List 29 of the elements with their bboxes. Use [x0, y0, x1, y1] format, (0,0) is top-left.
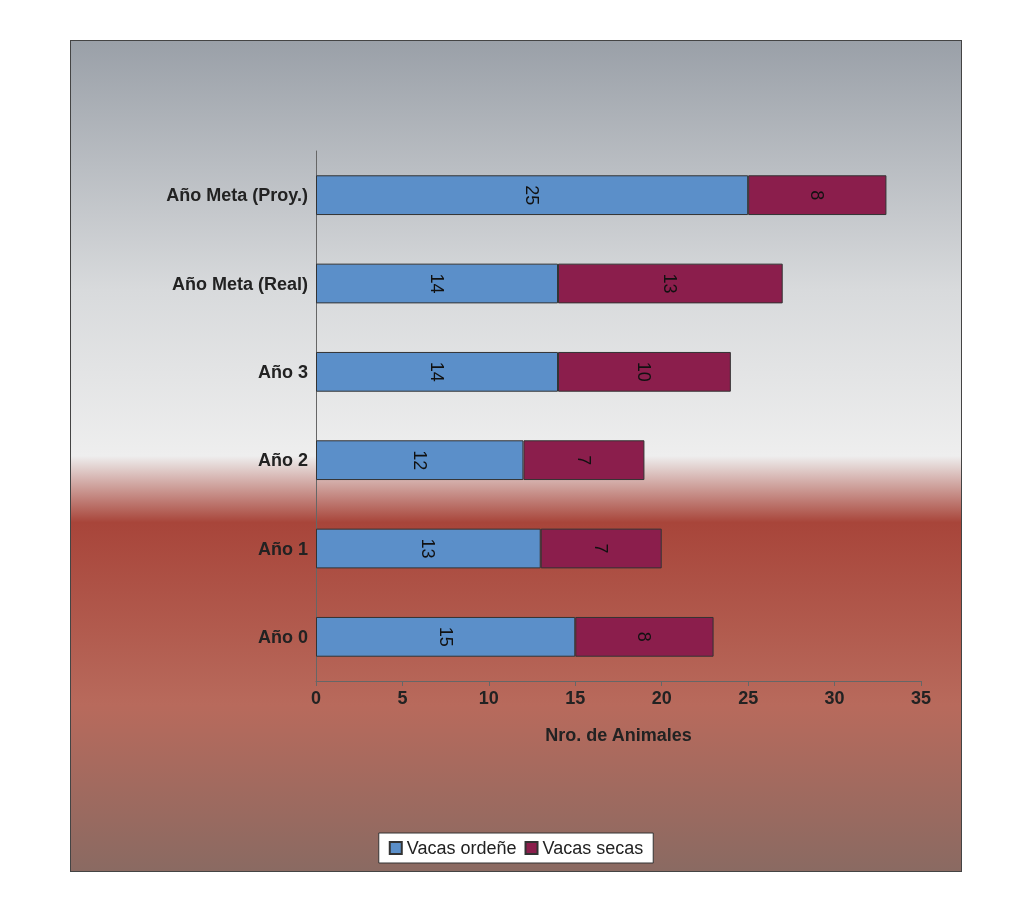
y-tick-label: Año 3: [257, 361, 308, 382]
x-tick-label: 20: [651, 688, 672, 708]
data-label: 10: [634, 361, 655, 382]
x-tick-label: 30: [824, 688, 845, 708]
data-label: 8: [807, 190, 828, 201]
data-label: 7: [591, 543, 612, 554]
y-tick-label: Año Meta (Real): [171, 273, 308, 294]
x-tick-label: 10: [478, 688, 499, 708]
data-label: 7: [573, 455, 594, 466]
x-tick-label: 25: [738, 688, 759, 708]
legend-label: Vacas ordeñe: [406, 838, 517, 858]
x-tick-label: 5: [397, 688, 408, 708]
data-label: 13: [418, 538, 439, 559]
x-tick-label: 35: [910, 688, 932, 708]
y-tick-label: Año 0: [257, 626, 308, 647]
data-label: 8: [634, 631, 655, 642]
x-tick-label: 15: [565, 688, 586, 708]
x-tick-label: 0: [310, 688, 322, 708]
data-label: 14: [427, 273, 447, 294]
data-label: 13: [660, 273, 681, 294]
x-axis-title: Nro. de Animales: [545, 725, 692, 745]
data-label: 15: [435, 626, 456, 647]
y-tick-label: Año Meta (Proy.): [166, 185, 308, 206]
y-tick-label: Año 2: [257, 450, 308, 471]
data-label: 25: [522, 185, 543, 206]
data-label: 12: [409, 450, 430, 471]
legend-label: Vacas secas: [542, 838, 644, 858]
y-tick-label: Año 1: [257, 538, 308, 559]
data-label: 14: [427, 361, 447, 382]
